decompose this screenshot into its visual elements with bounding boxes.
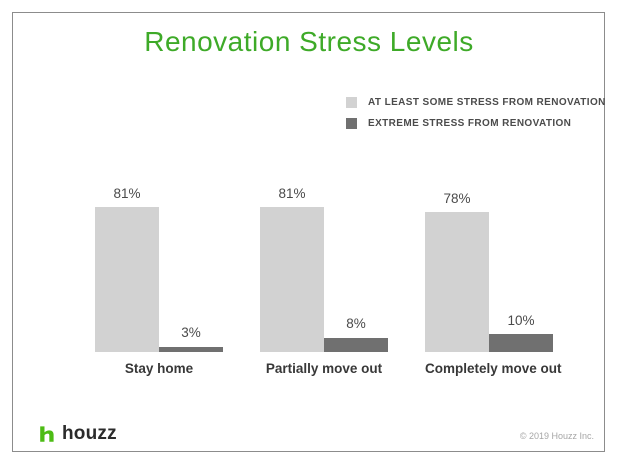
- bar-value-label: 8%: [346, 316, 366, 332]
- bars-row: 81% 8%: [260, 168, 388, 352]
- legend-item-extreme-stress: EXTREME STRESS FROM RENOVATION: [346, 118, 606, 129]
- legend-label: EXTREME STRESS FROM RENOVATION: [368, 118, 572, 129]
- houzz-h-icon: [40, 426, 54, 442]
- legend-label: AT LEAST SOME STRESS FROM RENOVATION: [368, 97, 606, 108]
- legend: AT LEAST SOME STRESS FROM RENOVATION EXT…: [346, 97, 606, 129]
- bar-group: 81% 8% Partially move out: [260, 168, 388, 376]
- bar-group: 78% 10% Completely move out: [425, 168, 562, 376]
- bars-row: 78% 10%: [425, 168, 562, 352]
- bars-row: 81% 3%: [95, 168, 223, 352]
- chart-title: Renovation Stress Levels: [144, 26, 474, 57]
- bar-some-stress: [95, 207, 159, 352]
- bar-some-stress: [425, 212, 489, 352]
- bar-groups: 81% 3% Stay home 81% 8% Partially move out 78%…: [95, 168, 562, 376]
- bar-extreme-stress: [159, 346, 223, 352]
- bar-column: 10%: [489, 314, 553, 352]
- bar-value-label: 81%: [278, 185, 306, 201]
- bar-column: 8%: [324, 317, 388, 352]
- bar-value-label: 81%: [113, 185, 141, 201]
- bar-extreme-stress: [489, 334, 553, 352]
- bar-column: 81%: [95, 187, 159, 352]
- houzz-logo: houzz: [38, 423, 117, 445]
- legend-swatch-light: [346, 97, 357, 108]
- bar-extreme-stress: [324, 337, 388, 352]
- bar-column: 81%: [260, 187, 324, 352]
- copyright-text: © 2019 Houzz Inc.: [519, 431, 594, 441]
- bar-column: 78%: [425, 192, 489, 352]
- legend-item-some-stress: AT LEAST SOME STRESS FROM RENOVATION: [346, 97, 606, 108]
- category-label: Partially move out: [265, 361, 383, 376]
- bar-column: 3%: [159, 326, 223, 352]
- bar-value-label: 3%: [181, 325, 201, 341]
- bar-value-label: 78%: [443, 190, 471, 206]
- bar-value-label: 10%: [507, 312, 535, 328]
- category-label: Stay home: [124, 361, 194, 376]
- legend-swatch-dark: [346, 118, 357, 129]
- houzz-wordmark: houzz: [62, 423, 117, 444]
- bar-some-stress: [260, 207, 324, 352]
- category-label: Completely move out: [425, 361, 562, 376]
- bar-group: 81% 3% Stay home: [95, 168, 223, 376]
